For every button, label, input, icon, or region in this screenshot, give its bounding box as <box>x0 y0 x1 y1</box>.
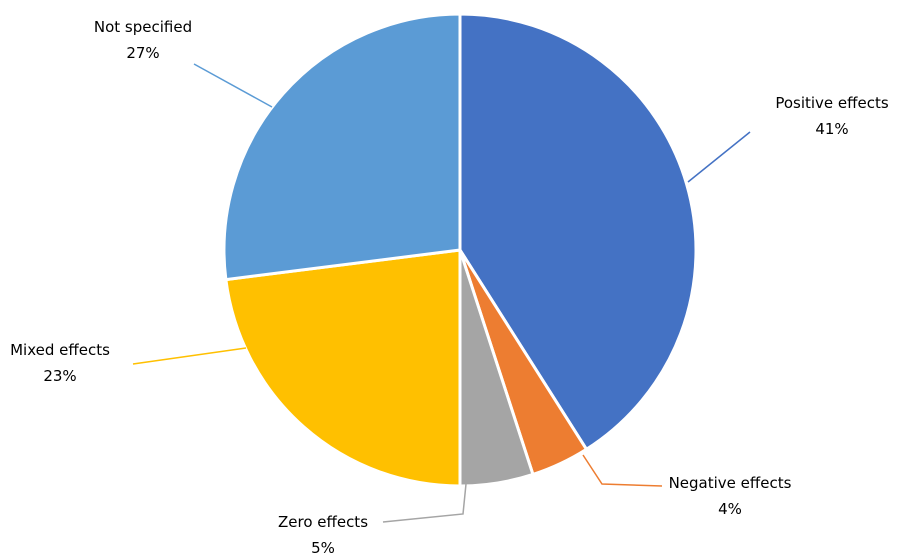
slice-label-mixed-effects: Mixed effects <box>10 341 110 359</box>
leader-line-not-specified <box>193 63 273 108</box>
leader-line-zero-effects <box>382 483 467 523</box>
slice-label-negative-effects: Negative effects <box>669 474 792 492</box>
leader-line-positive-effects <box>687 131 751 183</box>
slice-label-positive-effects: Positive effects <box>775 94 889 112</box>
pie-slice-mixed-effects <box>224 248 462 488</box>
slice-value-mixed-effects: 23% <box>43 367 76 385</box>
slice-label-not-specified: Not specified <box>94 18 192 36</box>
slice-value-zero-effects: 5% <box>311 539 335 557</box>
leader-line-negative-effects <box>582 454 663 487</box>
leader-lines <box>132 63 751 523</box>
slice-value-positive-effects: 41% <box>815 120 848 138</box>
pie-slice-not-specified <box>222 12 462 282</box>
slice-value-not-specified: 27% <box>126 44 159 62</box>
leader-line-mixed-effects <box>132 347 247 365</box>
slice-value-negative-effects: 4% <box>718 500 742 518</box>
slice-label-zero-effects: Zero effects <box>278 513 368 531</box>
data-labels: Positive effects 41% Negative effects 4% Zer… <box>10 18 889 557</box>
pie-slices <box>222 12 698 488</box>
